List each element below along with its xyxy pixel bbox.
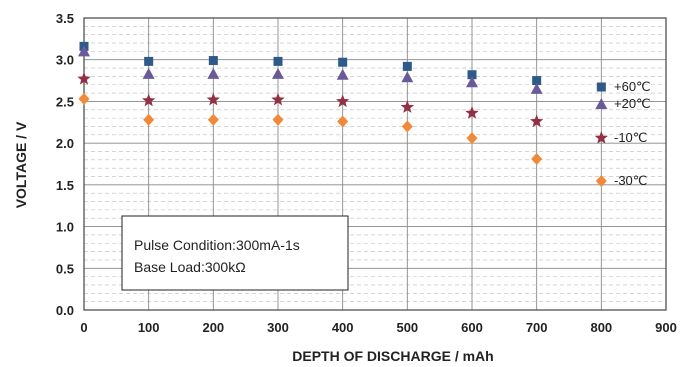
legend-label: +20℃ <box>614 96 651 111</box>
legend-label: +60℃ <box>614 79 651 94</box>
y-tick-label: 1.5 <box>56 178 74 193</box>
y-axis-title: VOLTAGE / V <box>13 121 29 208</box>
y-tick-label: 3.0 <box>56 53 74 68</box>
data-point-square <box>144 56 154 66</box>
y-tick-label: 2.0 <box>56 136 74 151</box>
y-tick-label: 0.0 <box>56 303 74 318</box>
data-point-diamond <box>207 113 219 126</box>
condition-note-line-2: Base Load:300kΩ <box>134 259 246 275</box>
data-point-triangle <box>272 67 284 79</box>
condition-note-box <box>121 215 349 291</box>
data-point-diamond <box>272 113 284 126</box>
x-tick-label: 800 <box>590 320 612 335</box>
data-point-triangle <box>530 82 543 94</box>
data-point-star <box>142 93 156 107</box>
plot-frame <box>83 17 667 311</box>
x-tick-label: 700 <box>526 320 548 335</box>
x-tick-label: 900 <box>655 320 677 335</box>
data-point-square <box>338 57 348 67</box>
legend-marker-square <box>596 82 606 92</box>
legend-marker-diamond <box>595 175 607 187</box>
x-tick-label: 100 <box>138 320 160 335</box>
data-point-diamond <box>531 152 543 165</box>
x-tick-label: 0 <box>80 320 87 335</box>
x-tick-label: 400 <box>332 320 354 335</box>
y-tick-labels: 0.0 0.5 1.0 1.5 2.0 2.5 3.0 3.5 <box>56 11 74 318</box>
x-tick-labels: 0 100 200 300 400 500 600 700 800 900 <box>80 320 676 335</box>
data-point-diamond <box>466 132 478 145</box>
data-point-diamond <box>143 113 155 126</box>
legend-label: -10℃ <box>614 130 647 145</box>
data-point-star <box>465 106 479 119</box>
data-point-star <box>336 94 350 108</box>
data-points <box>77 41 544 165</box>
data-point-star <box>530 114 544 128</box>
y-tick-label: 3.5 <box>56 11 74 26</box>
data-point-square <box>532 76 542 86</box>
data-point-star <box>400 100 414 113</box>
data-point-star <box>206 92 220 106</box>
legend-marker-star <box>594 131 608 144</box>
data-point-star <box>77 71 91 85</box>
data-point-triangle <box>401 71 414 83</box>
data-point-diamond <box>401 120 413 133</box>
legend: +60℃ +20℃ -10℃ -30℃ <box>594 79 651 188</box>
legend-label: -30℃ <box>614 173 647 188</box>
data-point-diamond <box>78 92 90 105</box>
data-point-square <box>208 56 218 66</box>
x-tick-label: 200 <box>202 320 224 335</box>
data-point-square <box>467 70 477 80</box>
x-tick-label: 300 <box>267 320 289 335</box>
condition-note: Pulse Condition:300mA-1s Base Load:300kΩ <box>121 215 349 291</box>
data-point-triangle <box>142 67 155 79</box>
data-point-triangle <box>336 68 349 80</box>
x-tick-label: 600 <box>461 320 483 335</box>
data-point-square <box>273 56 283 66</box>
y-tick-label: 1.0 <box>56 220 74 235</box>
y-tick-label: 2.5 <box>56 94 74 109</box>
data-point-triangle <box>466 76 478 88</box>
data-point-triangle <box>207 67 220 79</box>
condition-note-line-1: Pulse Condition:300mA-1s <box>134 237 300 253</box>
x-axis-title: DEPTH OF DISCHARGE / mAh <box>292 348 493 364</box>
x-tick-label: 500 <box>396 320 418 335</box>
data-point-star <box>271 92 285 106</box>
data-point-triangle <box>78 45 90 57</box>
legend-marker-triangle <box>595 98 608 109</box>
data-point-square <box>402 61 412 71</box>
y-tick-label: 0.5 <box>56 261 74 276</box>
data-point-diamond <box>337 115 349 128</box>
